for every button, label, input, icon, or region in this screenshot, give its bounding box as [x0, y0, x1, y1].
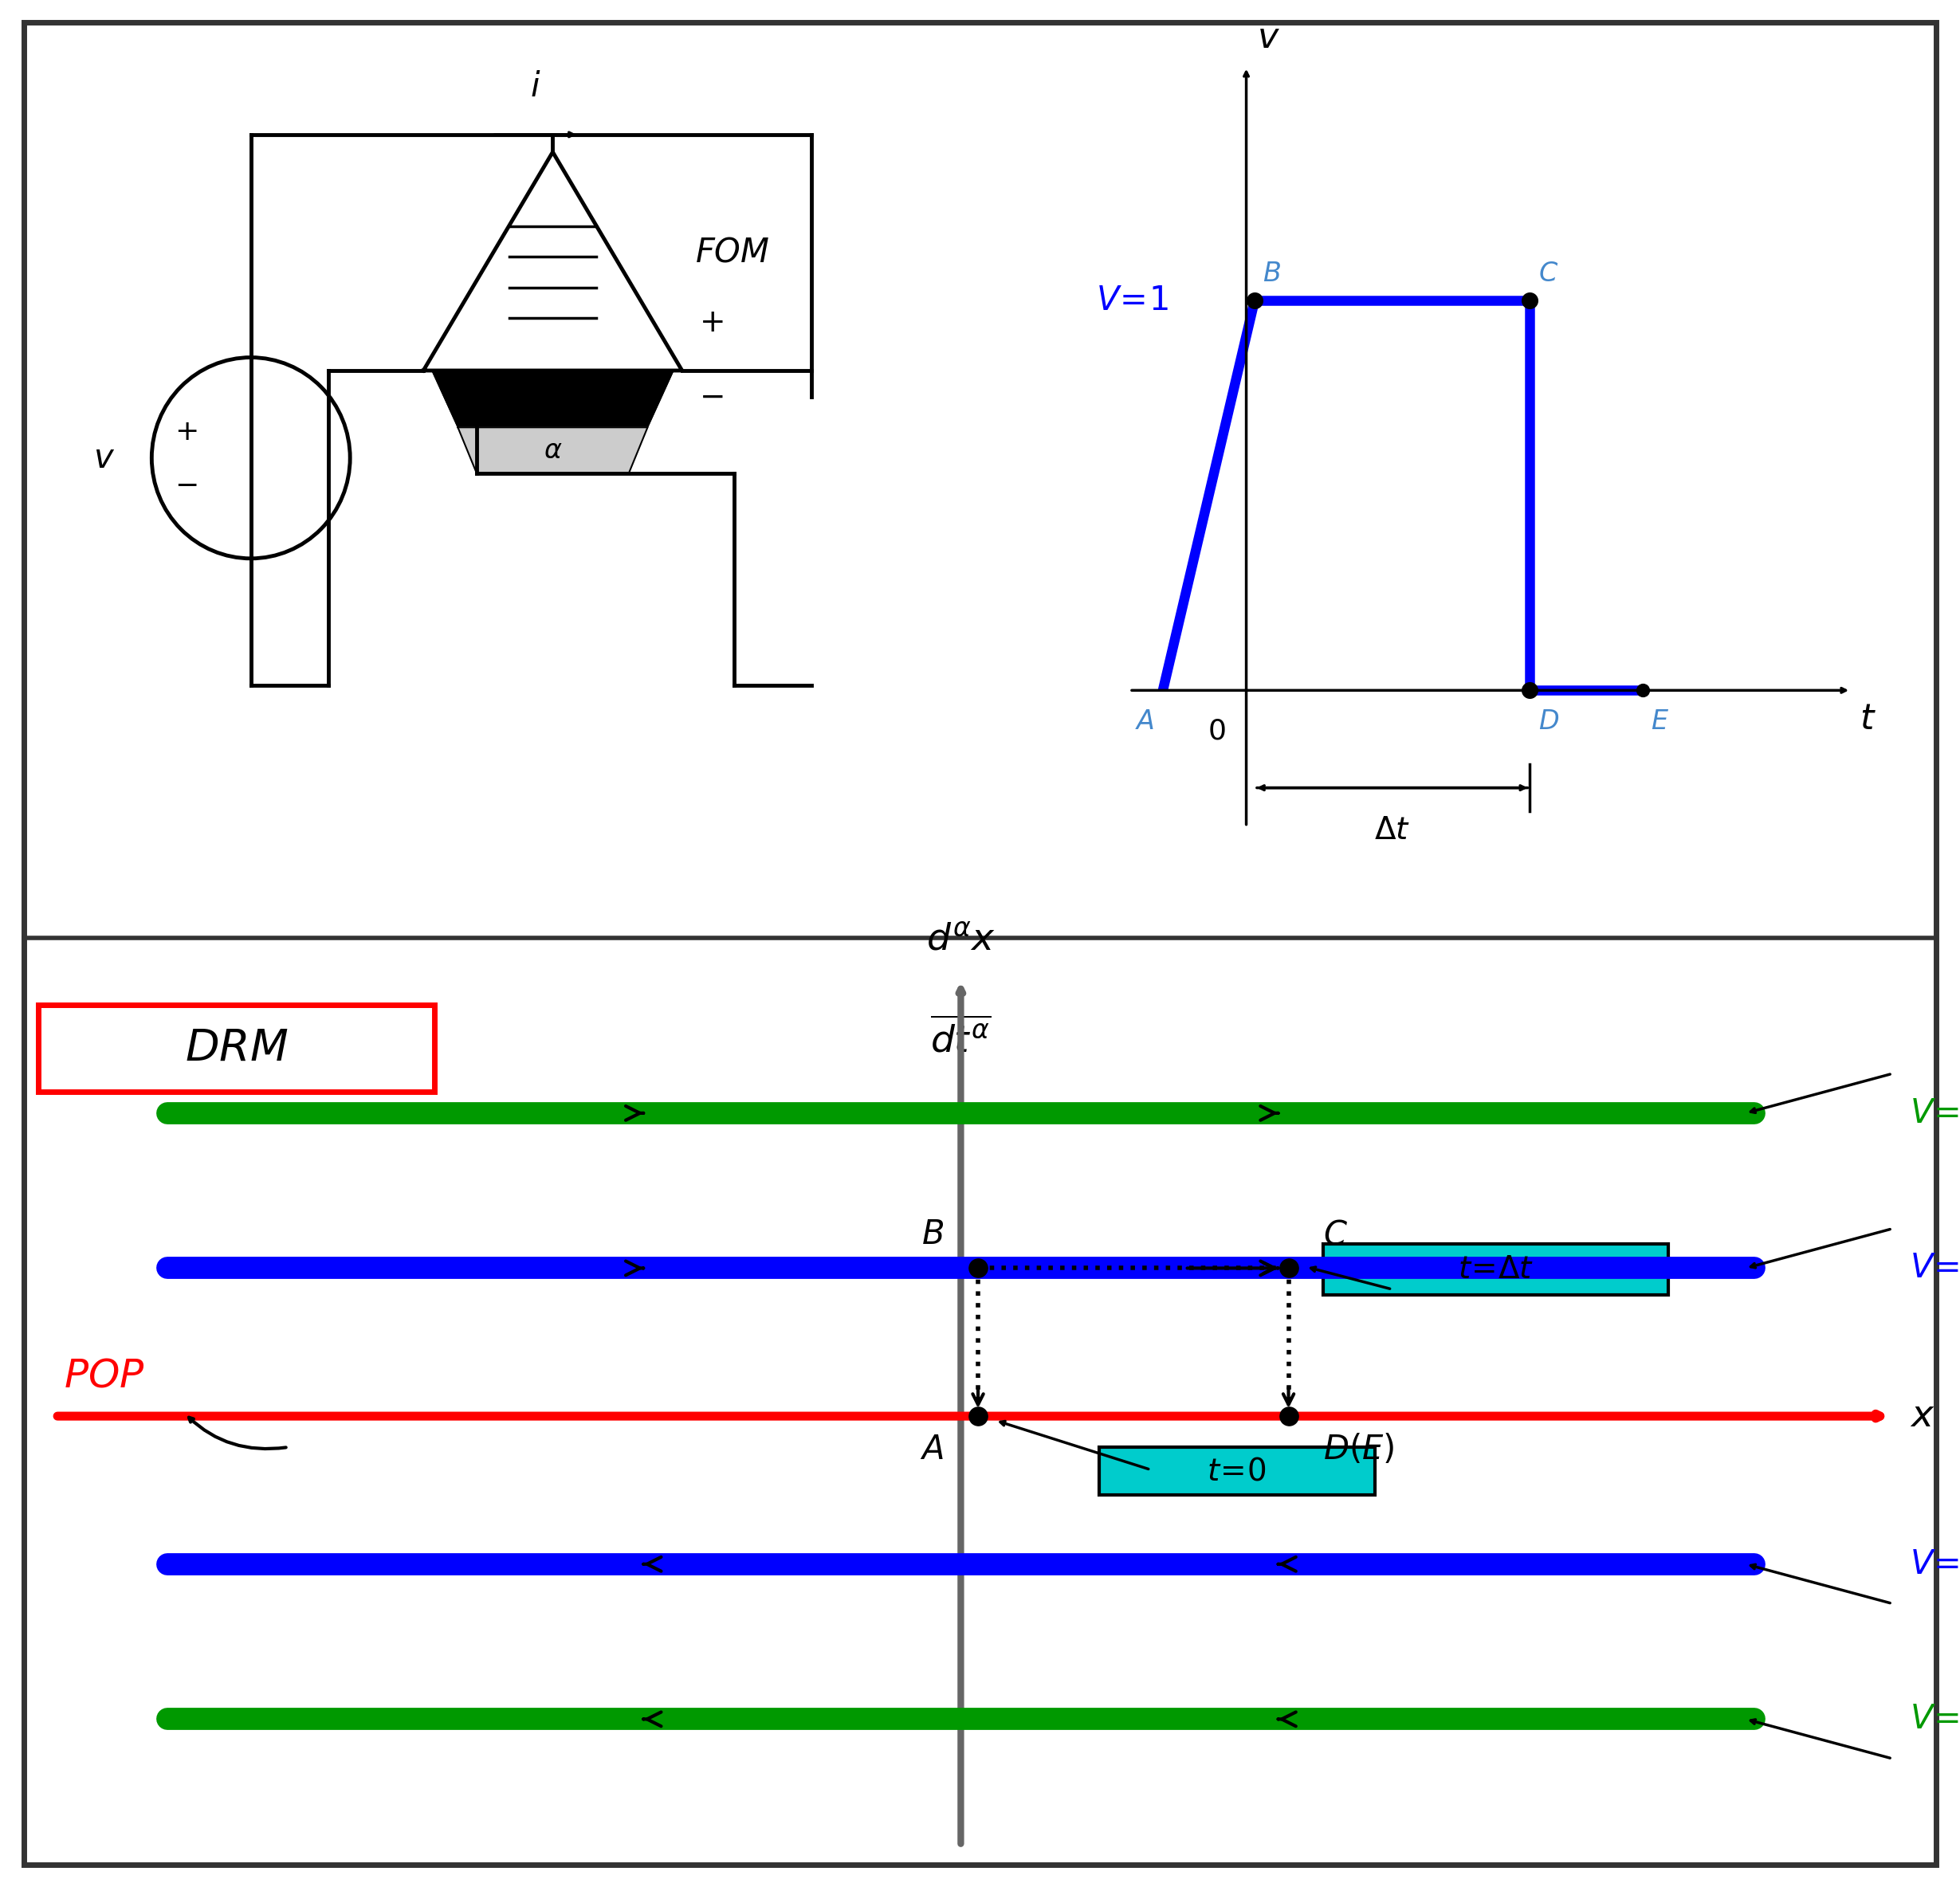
Text: $t\!=\!0$: $t\!=\!0$	[1207, 1457, 1266, 1487]
FancyBboxPatch shape	[1100, 1447, 1374, 1495]
Text: $A$: $A$	[919, 1432, 943, 1466]
Point	[962, 1400, 994, 1430]
Text: $v$: $v$	[94, 442, 116, 476]
Text: $x$: $x$	[1909, 1398, 1935, 1434]
Text: $\mathit{POP}$: $\mathit{POP}$	[65, 1357, 145, 1394]
Text: $t\!=\!\Delta t$: $t\!=\!\Delta t$	[1458, 1255, 1533, 1285]
Text: $\alpha$: $\alpha$	[543, 438, 563, 464]
FancyBboxPatch shape	[37, 1004, 435, 1093]
Text: $i$: $i$	[529, 70, 541, 104]
Text: $\Delta t$: $\Delta t$	[1374, 815, 1409, 845]
Point	[1515, 676, 1546, 706]
Polygon shape	[431, 370, 674, 426]
FancyBboxPatch shape	[1323, 1244, 1668, 1294]
Text: $\overline{dt^{\alpha}}$: $\overline{dt^{\alpha}}$	[931, 1019, 992, 1060]
Point	[1272, 1400, 1303, 1430]
Text: $V\!=\!-1$: $V\!=\!-1$	[1909, 1547, 1960, 1581]
Text: $\mathit{DRM}$: $\mathit{DRM}$	[184, 1027, 288, 1070]
Point	[1239, 285, 1270, 315]
Text: $A$: $A$	[1135, 710, 1154, 734]
Text: $V\!=\!1$: $V\!=\!1$	[1096, 283, 1168, 317]
Text: $V\!=\!1$: $V\!=\!1$	[1909, 1251, 1960, 1285]
Text: $v$: $v$	[1256, 21, 1280, 55]
Polygon shape	[459, 426, 647, 474]
Point	[962, 1253, 994, 1283]
FancyBboxPatch shape	[24, 23, 1936, 1864]
Text: $d^{\alpha}x$: $d^{\alpha}x$	[927, 923, 996, 959]
Text: $B$: $B$	[1262, 260, 1282, 287]
Text: $B$: $B$	[921, 1217, 943, 1251]
Text: $E$: $E$	[1650, 710, 1670, 734]
Point	[1272, 1253, 1303, 1283]
Text: $D(E)$: $D(E)$	[1323, 1432, 1394, 1466]
Text: $V\!=\!2$: $V\!=\!2$	[1909, 1096, 1960, 1130]
Point	[1627, 676, 1658, 706]
Point	[1515, 285, 1546, 315]
Text: $D$: $D$	[1539, 710, 1558, 734]
Text: $-$: $-$	[700, 381, 723, 411]
Text: $+$: $+$	[700, 308, 723, 338]
Text: $FOM$: $FOM$	[696, 236, 770, 270]
Text: $C$: $C$	[1539, 260, 1558, 287]
Text: $+$: $+$	[174, 419, 198, 445]
Text: $C$: $C$	[1323, 1217, 1348, 1251]
Text: $V\!=\!-2$: $V\!=\!-2$	[1909, 1702, 1960, 1736]
Text: $t$: $t$	[1860, 702, 1876, 736]
Text: $-$: $-$	[174, 470, 198, 498]
Text: $0$: $0$	[1207, 717, 1225, 745]
